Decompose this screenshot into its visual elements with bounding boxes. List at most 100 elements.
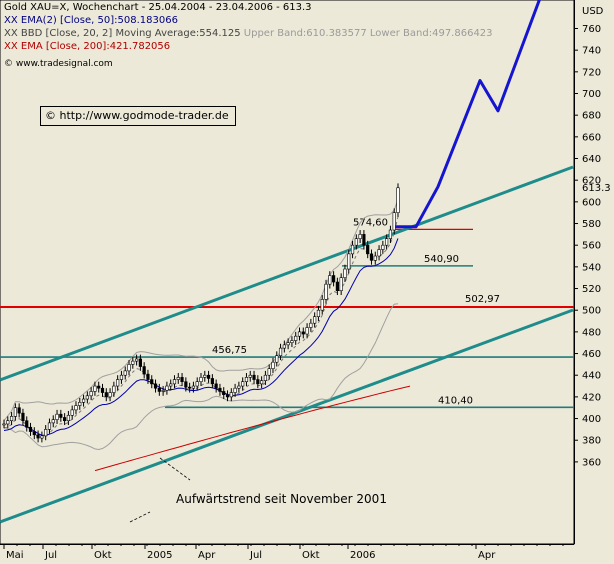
price-candle [116, 379, 120, 387]
price-candle [188, 386, 192, 389]
price-candle [377, 249, 381, 257]
price-candle [104, 392, 108, 398]
price-candle [362, 234, 366, 246]
price-candle [309, 322, 313, 328]
y-tick-label: 680 [582, 111, 601, 122]
price-candle [93, 385, 97, 392]
x-tick-label: Jul [249, 550, 262, 561]
tradesignal-credit: © www.tradesignal.com [4, 59, 113, 69]
channel-lower-line [0, 308, 574, 524]
y-tick-label: 660 [582, 132, 601, 143]
price-candle [172, 379, 177, 385]
y-tick-label: 440 [582, 371, 601, 382]
price-candle [203, 374, 207, 378]
price-candle [134, 358, 139, 362]
price-candle [278, 347, 283, 357]
y-tick-label: 540 [582, 262, 601, 273]
price-candle [290, 340, 294, 344]
price-candle [17, 407, 21, 414]
price-candle [241, 381, 245, 387]
price-candle [297, 331, 302, 337]
ema50-line [3, 238, 399, 436]
y-tick-label: 380 [582, 436, 601, 447]
price-candle [237, 385, 241, 389]
price-candle [233, 387, 237, 393]
y-tick-label: 620 [582, 176, 601, 187]
price-candle [180, 377, 184, 383]
price-candle [85, 395, 89, 400]
bollinger-legend-main: XX BBD [Close, 20, 2] Moving Average:554… [4, 28, 241, 39]
y-tick-label: 760 [582, 24, 601, 35]
price-candle [25, 420, 29, 428]
price-candle [385, 238, 389, 246]
price-candle [2, 423, 6, 426]
price-candle [119, 374, 124, 380]
ema50-legend: XX EMA(2) [Close, 50]:508.183066 [4, 15, 178, 26]
price-candle [108, 392, 112, 398]
price-candle [157, 387, 161, 392]
price-candle [347, 253, 351, 270]
x-tick-label: Apr [478, 550, 496, 561]
price-candle [66, 414, 71, 422]
level-label: 574,60 [353, 217, 388, 228]
price-candle [13, 407, 17, 417]
level-label: 410,40 [438, 395, 473, 406]
price-candle [222, 391, 226, 396]
channel-upper-line [0, 165, 574, 382]
bollinger-lower [3, 303, 399, 451]
price-candle [47, 422, 52, 430]
level-label: 540,90 [424, 254, 459, 265]
price-candle [142, 366, 146, 375]
price-candle [316, 309, 321, 318]
x-tick-label: Jul [44, 550, 57, 561]
y-tick-label: 600 [582, 197, 601, 208]
ema200-line [94, 385, 411, 472]
y-tick-label: 580 [582, 219, 601, 230]
price-candle [169, 383, 173, 387]
price-candle [176, 377, 180, 380]
y-axis-unit: USD [582, 6, 604, 17]
price-candle [51, 419, 55, 424]
y-tick-label: 420 [582, 392, 601, 403]
price-candle [44, 429, 48, 437]
y-tick-label: 520 [582, 284, 601, 295]
y-tick-label: 640 [582, 154, 601, 165]
x-tick-label: Mai [6, 550, 24, 561]
price-candle [381, 244, 385, 250]
price-candle [350, 244, 355, 255]
price-candle [282, 344, 286, 349]
price-candle [373, 255, 377, 261]
last-price-label: 613.3 [582, 183, 611, 194]
price-candle [369, 253, 374, 261]
price-candle [260, 380, 264, 385]
price-candle [335, 281, 339, 291]
price-candle [184, 381, 188, 388]
price-candle [392, 212, 396, 231]
price-candle [89, 391, 93, 397]
price-candle [331, 275, 336, 283]
price-candle [165, 385, 169, 391]
y-tick-label: 460 [582, 349, 601, 360]
price-candle [339, 277, 343, 291]
price-candle [131, 360, 135, 365]
y-tick-label: 480 [582, 327, 601, 338]
price-candle [244, 377, 249, 383]
price-candle [97, 385, 101, 389]
price-candle [59, 413, 63, 418]
price-candle [256, 379, 260, 385]
trend-annotation: Aufwärtstrend seit November 2001 [176, 492, 387, 506]
y-tick-label: 500 [582, 306, 601, 317]
price-candle [358, 234, 362, 239]
price-candle [153, 383, 158, 389]
y-tick-label: 560 [582, 241, 601, 252]
price-candle [343, 268, 347, 278]
price-candle [63, 417, 67, 422]
price-candle [206, 374, 211, 379]
y-tick-label: 360 [582, 457, 601, 468]
price-candle [388, 229, 393, 239]
price-candle [328, 275, 332, 285]
price-candle [28, 426, 33, 432]
price-candle [324, 283, 328, 300]
price-candle [396, 187, 400, 213]
